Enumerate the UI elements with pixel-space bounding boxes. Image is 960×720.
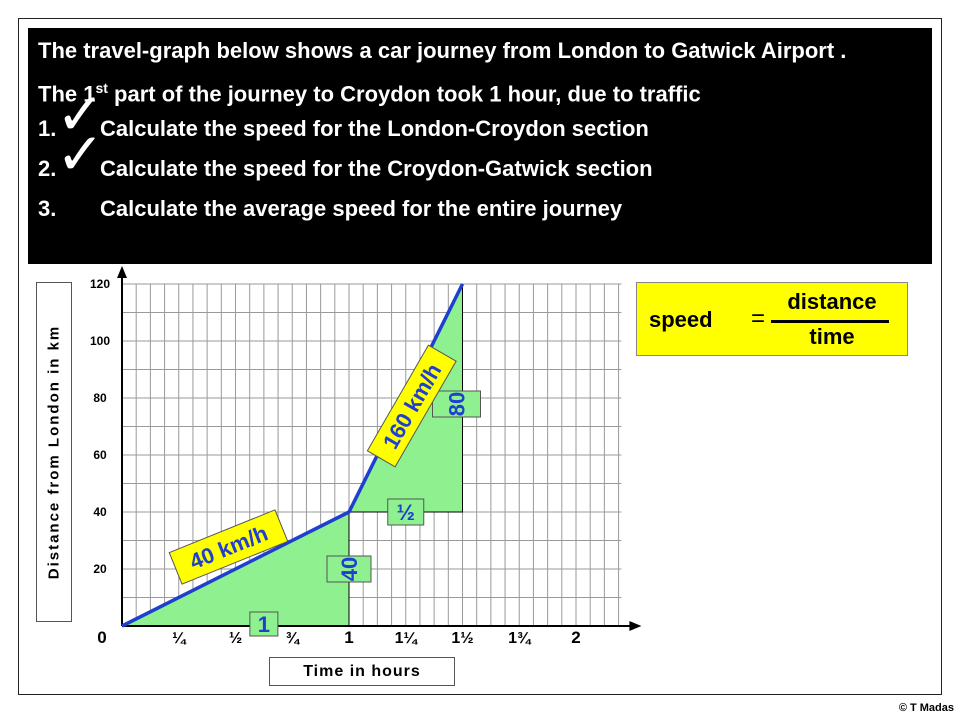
x-tick-label: 0 <box>97 628 106 647</box>
annotation-box <box>168 509 289 585</box>
annotation-2: 40 <box>326 555 372 583</box>
annotation-4: 80 <box>432 390 481 418</box>
part-text: The 1st part of the journey to Croydon t… <box>38 74 922 107</box>
question-2: 2. Calculate the speed for the Croydon-Ga… <box>38 126 922 184</box>
annotation-box <box>366 344 457 468</box>
annotation-box <box>387 498 425 526</box>
x-tick-label: 1½ <box>451 630 473 647</box>
question-panel: The travel-graph below shows a car journ… <box>28 28 932 264</box>
annotation-box <box>326 555 372 583</box>
checkmark-icon: ✓ <box>56 122 105 187</box>
x-tick-label: ¼ <box>172 630 187 647</box>
annotation-label: 40 <box>337 557 362 581</box>
copyright-text: © T Madas <box>898 702 954 714</box>
annotation-label: ½ <box>397 500 415 525</box>
question-1-text: Calculate the speed for the London-Croyd… <box>100 116 649 141</box>
checkmark-icon: ✓ <box>56 82 105 147</box>
annotation-box <box>249 611 279 637</box>
y-tick-label: 120 <box>90 277 110 291</box>
formula-equals: = <box>751 305 766 332</box>
part-text-end: part of the journey to Croydon took 1 ho… <box>107 81 701 107</box>
x-tick-label: 2 <box>571 628 580 647</box>
y-tick-label: 40 <box>93 505 107 519</box>
x-tick-label: 1¾ <box>508 630 532 647</box>
formula-denominator: time <box>809 324 855 349</box>
x-tick-label: ½ <box>229 630 242 647</box>
formula-numerator: distance <box>787 289 877 314</box>
part-text-start: The 1 <box>38 81 96 107</box>
y-tick-label: 60 <box>93 448 107 462</box>
question-3-text: Calculate the average speed for the enti… <box>100 196 623 221</box>
formula-lhs: speed <box>649 307 713 332</box>
intro-text: The travel-graph below shows a car journ… <box>38 38 847 63</box>
question-2-text: Calculate the speed for the Croydon-Gatw… <box>100 156 653 181</box>
question-2-number: 2. <box>38 156 57 181</box>
x-axis-arrow-icon <box>629 621 642 631</box>
y-tick-label: 100 <box>90 334 110 348</box>
fraction-bar <box>771 320 889 323</box>
y-axis-label-box <box>36 282 72 622</box>
x-tick-label: 1 <box>344 628 353 647</box>
x-tick-label: 1¼ <box>395 630 419 647</box>
annotation-label: 80 <box>444 392 469 416</box>
y-axis-arrow-icon <box>117 266 127 278</box>
annotation-label: 1 <box>258 612 270 637</box>
annotation-1: 1 <box>249 611 279 637</box>
x-tick-label: ¾ <box>286 630 301 647</box>
part-text-sup: st <box>95 80 108 96</box>
annotation-box <box>432 390 481 418</box>
slide-frame <box>18 18 942 695</box>
question-3: 3. Calculate the average speed for the en… <box>38 194 922 223</box>
speed-formula: speed = distance time <box>636 282 908 356</box>
question-1-number: 1. <box>38 116 57 141</box>
question-1: 1. Calculate the speed for the London-Cro… <box>38 86 922 144</box>
y-tick-label: 20 <box>93 562 107 576</box>
x-axis-label: Time in hours <box>269 657 455 686</box>
y-tick-label: 80 <box>93 391 107 405</box>
question-3-number: 3. <box>38 196 57 221</box>
annotation-3: ½ <box>387 498 425 526</box>
